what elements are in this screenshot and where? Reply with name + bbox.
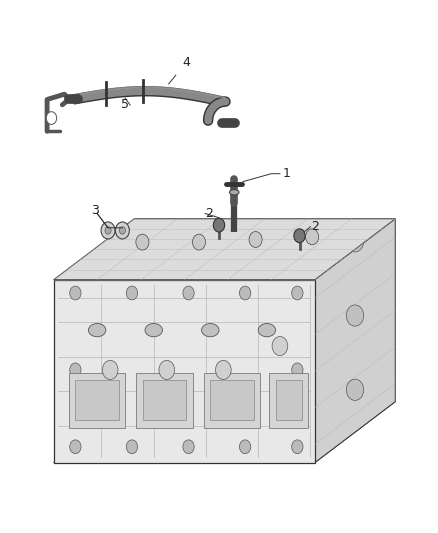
Circle shape [213, 218, 225, 232]
Bar [69, 373, 125, 428]
Polygon shape [315, 219, 395, 463]
Bar [210, 381, 254, 420]
Circle shape [116, 222, 129, 239]
Circle shape [101, 222, 115, 239]
Circle shape [136, 234, 149, 250]
Ellipse shape [258, 324, 276, 337]
Circle shape [46, 112, 57, 124]
Circle shape [192, 234, 205, 250]
Polygon shape [53, 219, 395, 280]
Polygon shape [53, 402, 395, 463]
Bar [269, 373, 308, 428]
Text: 4: 4 [182, 56, 190, 69]
Circle shape [249, 231, 262, 247]
Circle shape [126, 286, 138, 300]
Circle shape [292, 440, 303, 454]
Circle shape [346, 305, 364, 326]
Text: 5: 5 [121, 98, 129, 111]
Circle shape [292, 363, 303, 377]
Circle shape [183, 286, 194, 300]
Text: 2: 2 [205, 207, 213, 220]
Circle shape [292, 286, 303, 300]
Circle shape [346, 379, 364, 400]
Bar [276, 381, 302, 420]
Circle shape [70, 440, 81, 454]
Text: 1: 1 [283, 167, 290, 180]
Text: 3: 3 [91, 204, 99, 217]
Ellipse shape [201, 324, 219, 337]
Bar [136, 373, 193, 428]
Ellipse shape [88, 324, 106, 337]
Circle shape [102, 360, 118, 379]
Bar [75, 381, 119, 420]
Polygon shape [53, 280, 315, 463]
Circle shape [306, 229, 319, 245]
Circle shape [346, 231, 364, 252]
Circle shape [240, 286, 251, 300]
Circle shape [105, 227, 111, 234]
Circle shape [70, 363, 81, 377]
Circle shape [272, 336, 288, 356]
Ellipse shape [230, 190, 239, 195]
Circle shape [215, 360, 231, 379]
Bar [204, 373, 260, 428]
Circle shape [70, 286, 81, 300]
Circle shape [126, 440, 138, 454]
Circle shape [159, 360, 175, 379]
Bar [143, 381, 186, 420]
Circle shape [240, 440, 251, 454]
Ellipse shape [145, 324, 162, 337]
Circle shape [183, 440, 194, 454]
Circle shape [294, 229, 305, 243]
Circle shape [119, 227, 125, 234]
Text: 2: 2 [311, 220, 319, 233]
